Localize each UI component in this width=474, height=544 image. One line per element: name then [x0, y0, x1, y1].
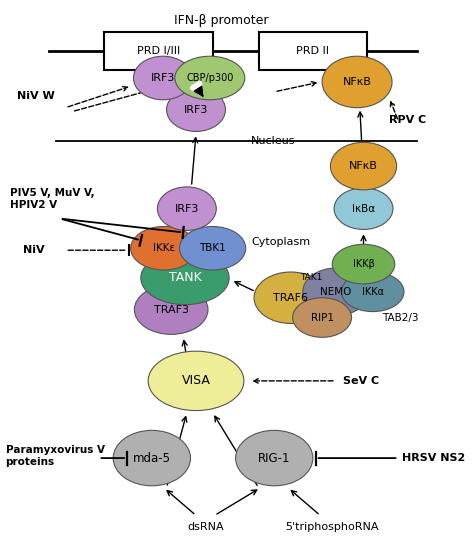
- Text: mda-5: mda-5: [133, 452, 171, 465]
- Text: NiV W: NiV W: [17, 91, 55, 101]
- Text: RIG-1: RIG-1: [258, 452, 291, 465]
- Text: CBP/p300: CBP/p300: [186, 73, 234, 83]
- Text: NEMO: NEMO: [320, 287, 352, 297]
- Ellipse shape: [134, 56, 192, 100]
- Ellipse shape: [341, 272, 404, 312]
- Ellipse shape: [330, 143, 397, 190]
- Ellipse shape: [175, 56, 245, 100]
- Text: IRF3: IRF3: [151, 73, 175, 83]
- Ellipse shape: [134, 285, 208, 335]
- Text: PIV5 V, MuV V,
HPIV2 V: PIV5 V, MuV V, HPIV2 V: [10, 188, 95, 209]
- Text: RIP1: RIP1: [310, 313, 334, 323]
- Ellipse shape: [113, 430, 191, 486]
- Ellipse shape: [141, 251, 229, 305]
- Ellipse shape: [166, 88, 226, 132]
- Text: dsRNA: dsRNA: [187, 522, 224, 533]
- Text: TANK: TANK: [169, 271, 201, 285]
- Text: PRD I/III: PRD I/III: [137, 46, 180, 56]
- Ellipse shape: [303, 268, 369, 316]
- Text: IRF3: IRF3: [174, 203, 199, 214]
- Text: TAB2/3: TAB2/3: [382, 313, 419, 323]
- Text: NFκB: NFκB: [349, 161, 378, 171]
- Text: IKKβ: IKKβ: [353, 259, 374, 269]
- Ellipse shape: [180, 226, 246, 270]
- Ellipse shape: [292, 298, 352, 337]
- Text: TRAF3: TRAF3: [154, 305, 189, 314]
- Text: IκBα: IκBα: [352, 203, 375, 214]
- Text: IFN-β promoter: IFN-β promoter: [173, 14, 268, 27]
- Text: Paramyxovirus V
proteins: Paramyxovirus V proteins: [6, 446, 105, 467]
- Text: Cytoplasm: Cytoplasm: [251, 237, 310, 248]
- Text: PRD II: PRD II: [296, 46, 329, 56]
- Text: Nucleus: Nucleus: [251, 137, 296, 146]
- Ellipse shape: [332, 244, 395, 284]
- Text: RPV C: RPV C: [389, 115, 427, 125]
- Text: NiV: NiV: [23, 245, 45, 255]
- Text: IRF3: IRF3: [184, 104, 208, 115]
- Text: IKKε: IKKε: [153, 243, 175, 254]
- Text: TBK1: TBK1: [199, 243, 226, 254]
- Text: TAK1: TAK1: [300, 274, 322, 282]
- FancyBboxPatch shape: [259, 33, 367, 70]
- FancyBboxPatch shape: [104, 33, 213, 70]
- Ellipse shape: [131, 226, 197, 270]
- Ellipse shape: [334, 188, 393, 230]
- Text: TRAF6: TRAF6: [273, 293, 308, 302]
- Ellipse shape: [148, 351, 244, 411]
- Text: NFκB: NFκB: [343, 77, 372, 87]
- Text: HRSV NS2: HRSV NS2: [402, 453, 465, 463]
- Ellipse shape: [322, 56, 392, 108]
- Text: 5'triphosphoRNA: 5'triphosphoRNA: [285, 522, 379, 533]
- Text: IKKα: IKKα: [362, 287, 384, 297]
- Ellipse shape: [254, 272, 328, 324]
- Text: SeV C: SeV C: [343, 376, 379, 386]
- Text: VISA: VISA: [182, 374, 210, 387]
- Ellipse shape: [157, 187, 216, 231]
- Ellipse shape: [236, 430, 313, 486]
